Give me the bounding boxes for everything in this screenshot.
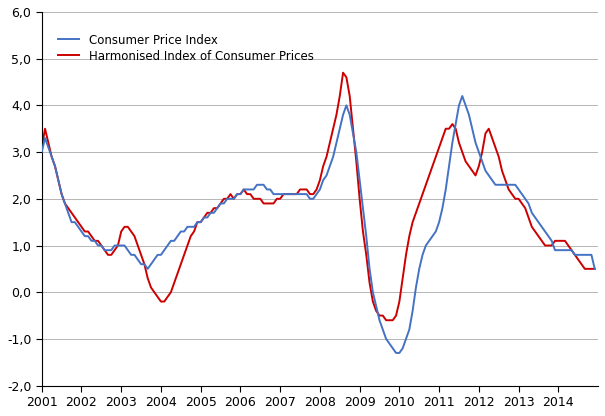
Consumer Price Index xyxy=(137,262,145,267)
Harmonised Index of Consumer Prices xyxy=(339,70,347,75)
Harmonised Index of Consumer Prices xyxy=(485,126,492,131)
Line: Consumer Price Index: Consumer Price Index xyxy=(42,96,595,353)
Consumer Price Index xyxy=(227,196,234,201)
Harmonised Index of Consumer Prices xyxy=(197,220,204,225)
Harmonised Index of Consumer Prices xyxy=(137,253,145,258)
Harmonised Index of Consumer Prices xyxy=(382,318,390,323)
Line: Harmonised Index of Consumer Prices: Harmonised Index of Consumer Prices xyxy=(42,73,595,320)
Consumer Price Index xyxy=(38,150,45,155)
Consumer Price Index xyxy=(459,94,466,99)
Harmonised Index of Consumer Prices xyxy=(38,145,45,150)
Consumer Price Index xyxy=(197,220,204,225)
Consumer Price Index xyxy=(393,350,400,355)
Consumer Price Index xyxy=(362,234,370,239)
Legend: Consumer Price Index, Harmonised Index of Consumer Prices: Consumer Price Index, Harmonised Index o… xyxy=(53,29,318,67)
Harmonised Index of Consumer Prices xyxy=(356,196,363,201)
Consumer Price Index xyxy=(353,150,360,155)
Harmonised Index of Consumer Prices xyxy=(227,192,234,197)
Harmonised Index of Consumer Prices xyxy=(366,280,373,285)
Consumer Price Index xyxy=(591,266,598,271)
Harmonised Index of Consumer Prices xyxy=(591,266,598,271)
Consumer Price Index xyxy=(485,173,492,178)
